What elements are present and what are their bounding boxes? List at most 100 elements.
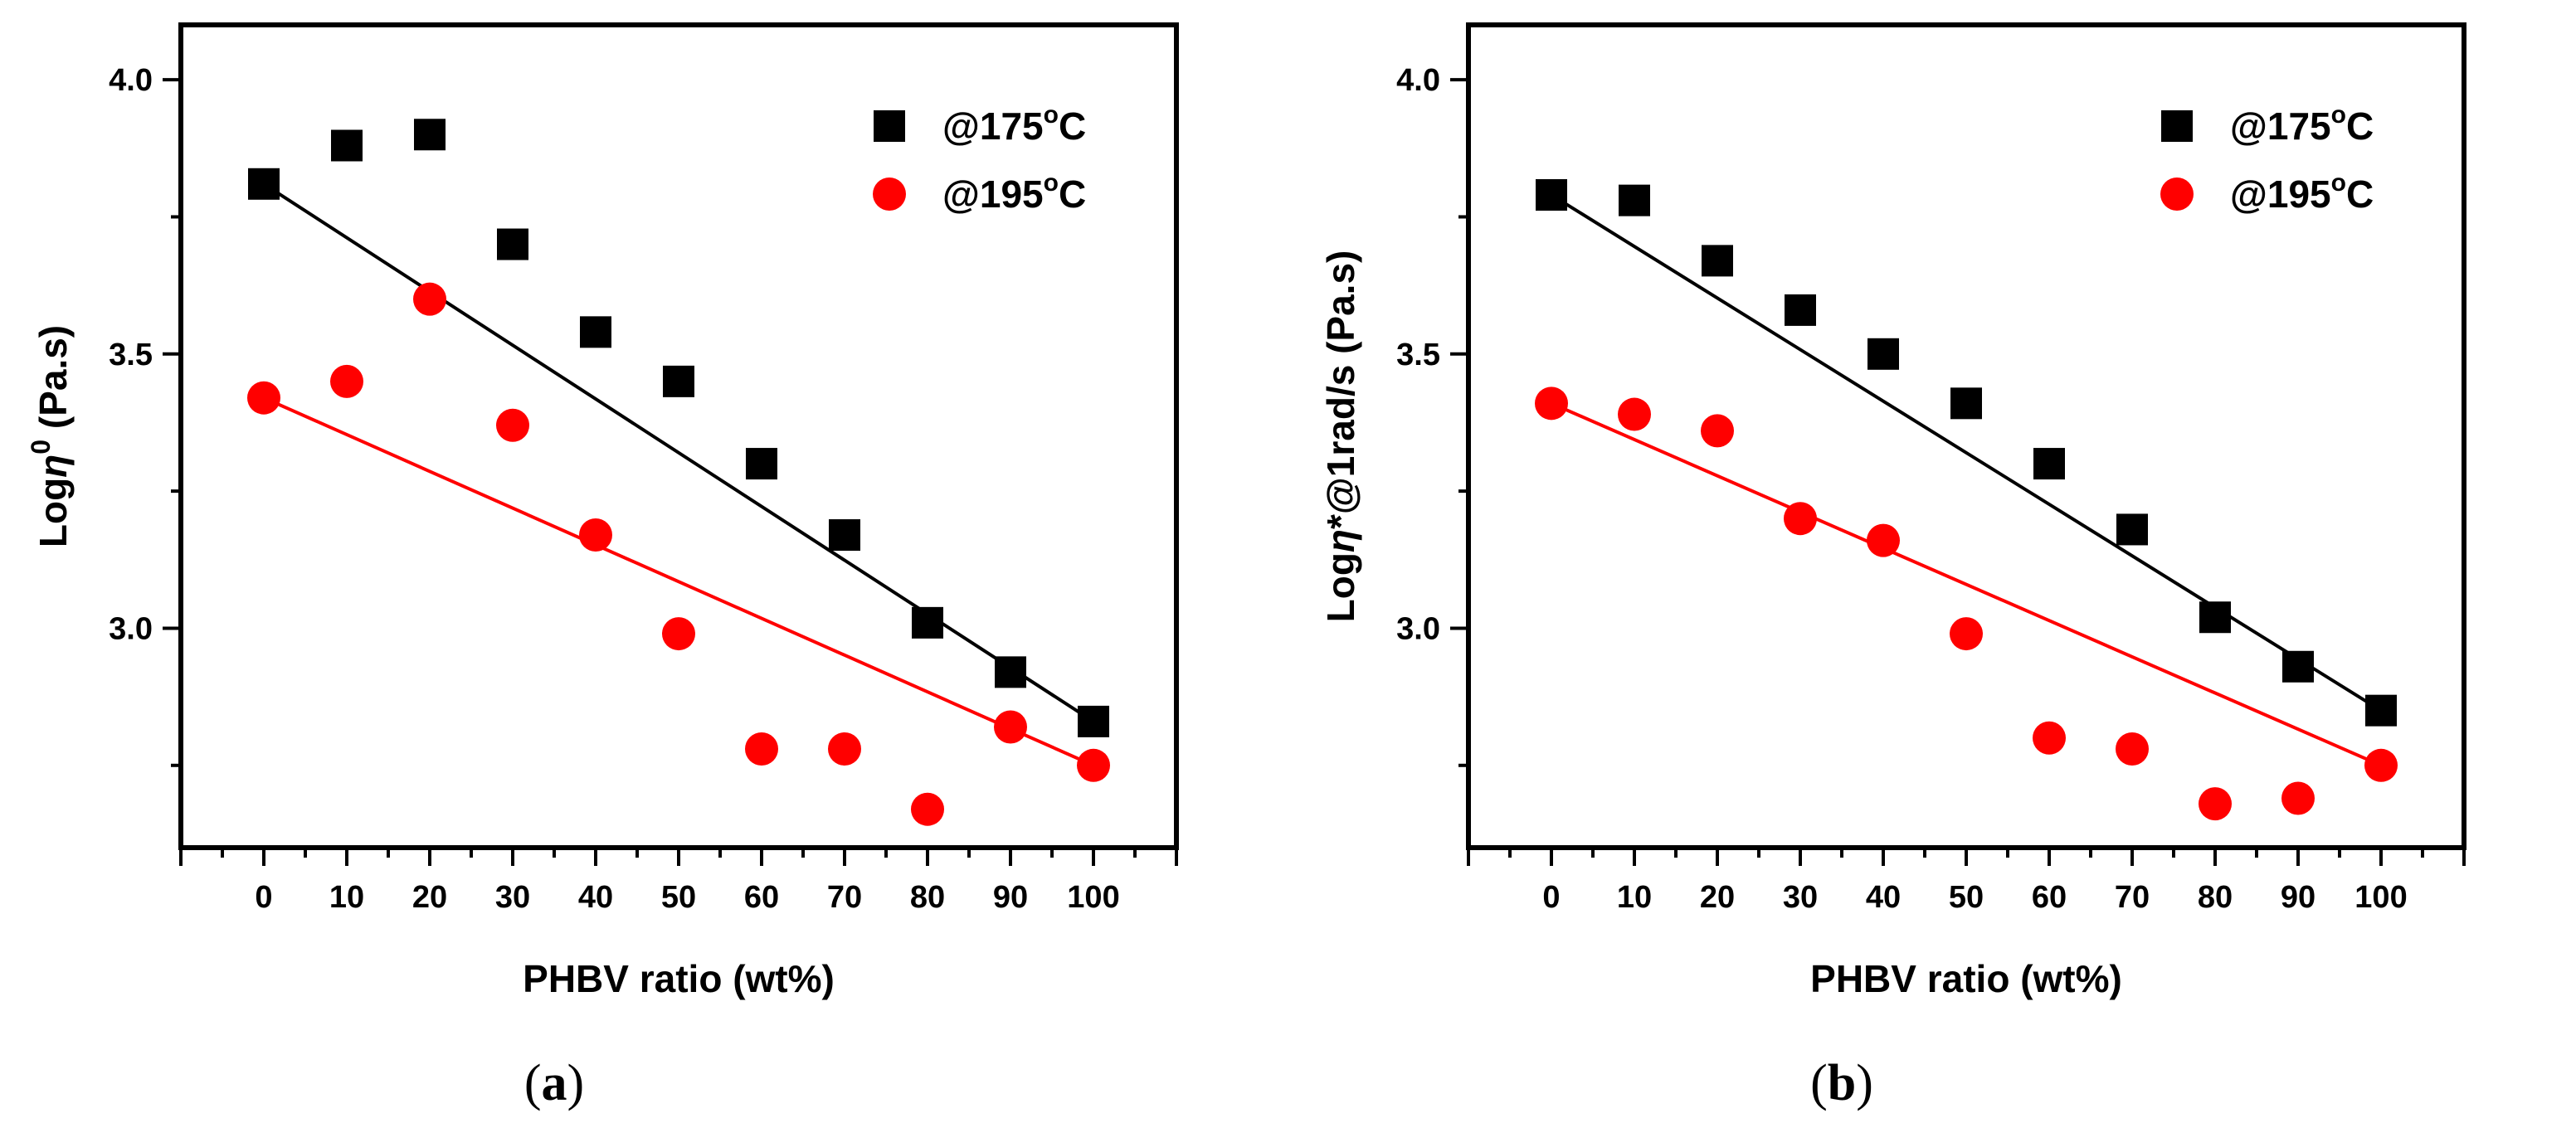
x-tick-label: 90 <box>2281 880 2315 915</box>
legend-label-unit: C <box>1059 173 1086 216</box>
data-point-175c <box>2033 448 2065 480</box>
legend-label-unit: C <box>1059 105 1086 148</box>
x-tick-label: 60 <box>744 880 779 915</box>
legend-label-value: @195 <box>942 173 1044 216</box>
legend-label-value: @175 <box>942 105 1044 148</box>
y-tick-label: 4.0 <box>109 63 153 98</box>
legend-marker-square <box>2161 110 2193 142</box>
panel-caption-open: ( <box>1810 1055 1828 1111</box>
data-point-195c <box>1701 414 1734 448</box>
x-axis-title: PHBV ratio (wt%) <box>523 957 835 1000</box>
x-tick-label: 70 <box>827 880 862 915</box>
x-tick-label: 40 <box>578 880 613 915</box>
y-tick-label: 3.0 <box>109 611 153 646</box>
x-tick-label: 30 <box>495 880 530 915</box>
x-tick-label: 0 <box>255 880 272 915</box>
data-point-175c <box>1619 184 1650 216</box>
data-point-195c <box>1784 502 1817 536</box>
chart-b-svg: 0 10 20 30 40 50 60 70 80 90 100 3.0 3.5 4.0 PHBV rati… <box>1319 22 2466 1111</box>
data-point-195c <box>247 381 280 415</box>
y-tick-label: 4.0 <box>1396 63 1440 98</box>
plot-frame <box>178 22 1179 850</box>
data-point-195c <box>2116 732 2149 766</box>
legend-marker-circle <box>2160 177 2194 211</box>
legend-label-unit: C <box>2346 105 2374 148</box>
data-point-195c <box>1535 387 1568 421</box>
chart-panel-a: 0 10 20 30 40 50 60 70 80 90 100 3.0 3.5 4.0 PHBV rati… <box>26 22 1179 1111</box>
data-point-175c <box>912 606 943 639</box>
data-point-175c <box>580 316 611 348</box>
plot-frame <box>1466 22 2466 850</box>
data-point-175c <box>829 519 860 552</box>
data-point-195c <box>2033 721 2066 755</box>
panel-caption-close: ) <box>567 1055 585 1111</box>
legend-label: @175oC <box>942 101 1086 148</box>
legend-label-degree: o <box>2331 169 2346 197</box>
data-point-195c <box>1950 617 1983 651</box>
x-tick-label: 30 <box>1783 880 1818 915</box>
x-tick-label: 10 <box>1617 880 1652 915</box>
legend-label-degree: o <box>2331 101 2346 129</box>
x-tick-label: 50 <box>1949 880 1984 915</box>
panel-caption-close: ) <box>1856 1055 1873 1111</box>
y-axis-title-unit: *@1rad/s (Pa.s) <box>1319 250 1362 529</box>
data-point-195c <box>2364 748 2398 782</box>
fit-line-195c <box>263 396 1094 767</box>
data-point-195c <box>413 282 446 316</box>
chart-panel-b: 0 10 20 30 40 50 60 70 80 90 100 3.0 3.5 4.0 PHBV rati… <box>1288 0 2575 1128</box>
data-point-175c <box>746 448 777 480</box>
data-point-195c <box>828 732 861 766</box>
x-axis-title: PHBV ratio (wt%) <box>1810 957 2122 1000</box>
data-point-175c <box>2199 601 2231 634</box>
y-axis-title-superscript: 0 <box>26 440 56 455</box>
y-tick-label: 3.5 <box>1396 338 1440 372</box>
data-point-175c <box>1867 338 1899 370</box>
data-point-175c <box>995 656 1026 688</box>
x-tick-label: 20 <box>412 880 447 915</box>
y-axis-title-main: Log <box>1319 552 1362 622</box>
fit-line-195c <box>1551 401 2382 767</box>
data-point-195c <box>745 732 778 766</box>
data-point-195c <box>579 518 612 552</box>
x-tick-label: 10 <box>329 880 364 915</box>
legend-label-degree: o <box>1044 101 1059 129</box>
data-point-175c <box>2365 694 2397 727</box>
data-point-175c <box>1536 179 1567 212</box>
y-tick-label: 3.5 <box>109 338 153 372</box>
data-point-195c <box>911 792 944 826</box>
x-tick-label: 50 <box>661 880 696 915</box>
data-point-195c <box>1867 523 1900 557</box>
data-point-175c <box>2282 650 2314 683</box>
legend-label: @195oC <box>942 169 1086 216</box>
data-point-175c <box>1785 294 1816 326</box>
data-point-195c <box>1077 748 1110 782</box>
data-point-195c <box>496 408 529 442</box>
fit-line-175c <box>262 182 1095 723</box>
data-point-175c <box>248 168 280 200</box>
panel-caption: (a) <box>524 1055 584 1111</box>
panel-caption: (b) <box>1810 1055 1873 1111</box>
legend-label-value: @175 <box>2230 105 2331 148</box>
x-tick-label: 0 <box>1542 880 1560 915</box>
data-point-175c <box>1950 387 1982 420</box>
data-point-175c <box>414 119 446 151</box>
y-axis-title-symbol: η <box>32 455 75 478</box>
data-point-175c <box>663 365 694 397</box>
panel-caption-letter: b <box>1828 1055 1856 1111</box>
y-axis-title-unit: (Pa.s) <box>32 325 75 440</box>
data-point-175c <box>497 228 528 260</box>
data-point-175c <box>331 129 363 162</box>
x-tick-label: 100 <box>2354 880 2407 915</box>
y-axis-title-main: Log <box>32 478 75 547</box>
x-tick-label: 90 <box>993 880 1028 915</box>
y-tick-label: 3.0 <box>1396 611 1440 646</box>
data-point-195c <box>2199 787 2232 821</box>
panel-caption-open: ( <box>524 1055 542 1111</box>
panel-caption-letter: a <box>542 1055 567 1111</box>
y-axis-title: Logη*@1rad/s (Pa.s) <box>1319 250 1362 623</box>
x-tick-label: 100 <box>1067 880 1119 915</box>
data-point-195c <box>2281 781 2315 815</box>
legend-marker-square <box>874 110 905 142</box>
x-tick-label: 70 <box>2115 880 2150 915</box>
x-tick-label: 80 <box>910 880 945 915</box>
